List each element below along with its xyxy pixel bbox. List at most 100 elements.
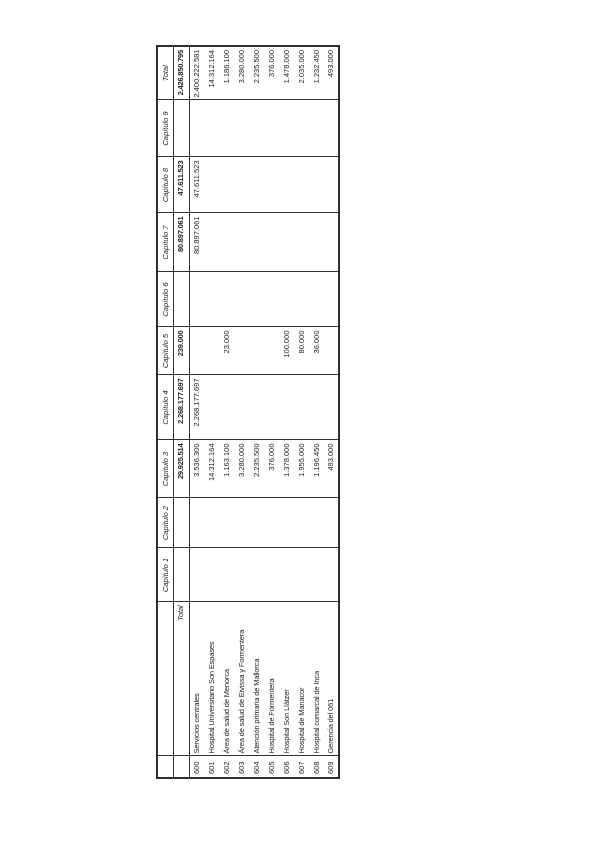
- value-cell: [219, 375, 234, 440]
- value-cell: 493.000: [324, 46, 339, 100]
- value-cell: [294, 100, 309, 157]
- budget-table: Capítulo 1 Capítulo 2 Capítulo 3 Capítulo 4…: [156, 45, 340, 779]
- table-row: 602 Área de salud de Menorca 1.163.100 23.0…: [219, 46, 234, 778]
- row-name-cell: Hospital de Formentera: [264, 602, 279, 756]
- row-code-cell: 601: [206, 761, 216, 774]
- value-cell: 47.611.523: [189, 157, 204, 213]
- value-cell: [279, 213, 294, 272]
- value-cell: [324, 548, 339, 602]
- value-cell: 1.478.000: [279, 46, 294, 100]
- value-cell: [309, 100, 324, 157]
- totals-value-cell: [173, 498, 189, 548]
- row-name-cell: Área de salud de Menorca: [219, 602, 234, 756]
- row-name-cell: Gerencia del 061: [324, 602, 339, 756]
- totals-value-cell: 2.426.850.795: [173, 46, 189, 100]
- table-row: 601 Hospital Universitario Son Espases 14.…: [204, 46, 219, 778]
- value-cell: [294, 213, 309, 272]
- value-cell: [249, 375, 264, 440]
- value-cell: [249, 213, 264, 272]
- value-cell: [264, 272, 279, 327]
- value-cell: [324, 157, 339, 213]
- value-cell: 2.235.500: [249, 440, 264, 498]
- value-cell: [249, 157, 264, 213]
- row-code-cell: 609: [326, 761, 336, 774]
- value-cell: 1.232.450: [309, 46, 324, 100]
- value-cell: 80.897.061: [189, 213, 204, 272]
- value-cell: [189, 327, 204, 375]
- value-cell: [219, 213, 234, 272]
- value-cell: [294, 157, 309, 213]
- value-cell: 493.000: [324, 440, 339, 498]
- value-cell: [294, 375, 309, 440]
- row-code-cell: 602: [221, 761, 231, 774]
- value-cell: [279, 157, 294, 213]
- value-cell: [189, 548, 204, 602]
- totals-value-cell: [173, 548, 189, 602]
- column-header: Capítulo 1: [157, 548, 173, 602]
- value-cell: [204, 100, 219, 157]
- value-cell: 2.035.000: [294, 46, 309, 100]
- totals-value-cell: 80.897.061: [173, 213, 189, 272]
- column-header: Capítulo 7: [157, 213, 173, 272]
- totals-value-cell: 239.000: [173, 327, 189, 375]
- value-cell: [189, 272, 204, 327]
- value-cell: [264, 327, 279, 375]
- value-cell: [324, 272, 339, 327]
- value-cell: [204, 375, 219, 440]
- value-cell: [219, 100, 234, 157]
- value-cell: [249, 498, 264, 548]
- value-cell: [309, 272, 324, 327]
- value-cell: [234, 327, 249, 375]
- row-name-cell: Área de salud de Eivissa y Formentera: [234, 602, 249, 756]
- value-cell: [309, 375, 324, 440]
- totals-value-cell: [173, 100, 189, 157]
- value-cell: [279, 498, 294, 548]
- value-cell: 100.000: [279, 327, 294, 375]
- value-cell: [279, 375, 294, 440]
- value-cell: 3.536.300: [189, 440, 204, 498]
- totals-value-cell: [173, 272, 189, 327]
- value-cell: 2.235.500: [249, 46, 264, 100]
- table-row: 608 Hospital comarcal de Inca 1.196.450 36.…: [309, 46, 324, 778]
- column-header: Capítulo 6: [157, 272, 173, 327]
- value-cell: 376.000: [264, 440, 279, 498]
- row-name-cell: Hospital Universitario Son Espases: [204, 602, 219, 756]
- totals-label: Total: [173, 602, 189, 756]
- value-cell: [234, 498, 249, 548]
- value-cell: [309, 157, 324, 213]
- row-name-cell: Atención primaria de Mallorca: [249, 602, 264, 756]
- value-cell: 1.196.450: [309, 440, 324, 498]
- column-header: Capítulo 2: [157, 498, 173, 548]
- row-code-cell: 607: [296, 761, 306, 774]
- value-cell: 376.000: [264, 46, 279, 100]
- value-cell: 80.000: [294, 327, 309, 375]
- value-cell: [264, 375, 279, 440]
- value-cell: [324, 498, 339, 548]
- value-cell: [324, 375, 339, 440]
- value-cell: [189, 100, 204, 157]
- value-cell: [204, 498, 219, 548]
- row-name-cell: Hospital Son Llàtzer: [279, 602, 294, 756]
- table-row: 606 Hospital Son Llàtzer 1.378.000 100.000 1…: [279, 46, 294, 778]
- table-row: 609 Gerencia del 061 493.000 493.000: [324, 46, 339, 778]
- value-cell: [309, 498, 324, 548]
- column-header: Capítulo 9: [157, 100, 173, 157]
- row-code-cell: 603: [236, 761, 246, 774]
- row-name-cell: Hospital de Manacor: [294, 602, 309, 756]
- totals-value-cell: 2.268.177.697: [173, 375, 189, 440]
- value-cell: 14.312.164: [204, 46, 219, 100]
- value-cell: [264, 157, 279, 213]
- value-cell: [204, 213, 219, 272]
- value-cell: [309, 548, 324, 602]
- value-cell: 14.312.164: [204, 440, 219, 498]
- column-header: Capítulo 4: [157, 375, 173, 440]
- row-code-cell: 606: [281, 761, 291, 774]
- value-cell: [234, 157, 249, 213]
- column-header: Capítulo 5: [157, 327, 173, 375]
- value-cell: [234, 272, 249, 327]
- value-cell: [294, 498, 309, 548]
- value-cell: [234, 375, 249, 440]
- value-cell: [249, 327, 264, 375]
- totals-value-cell: 47.611.523: [173, 157, 189, 213]
